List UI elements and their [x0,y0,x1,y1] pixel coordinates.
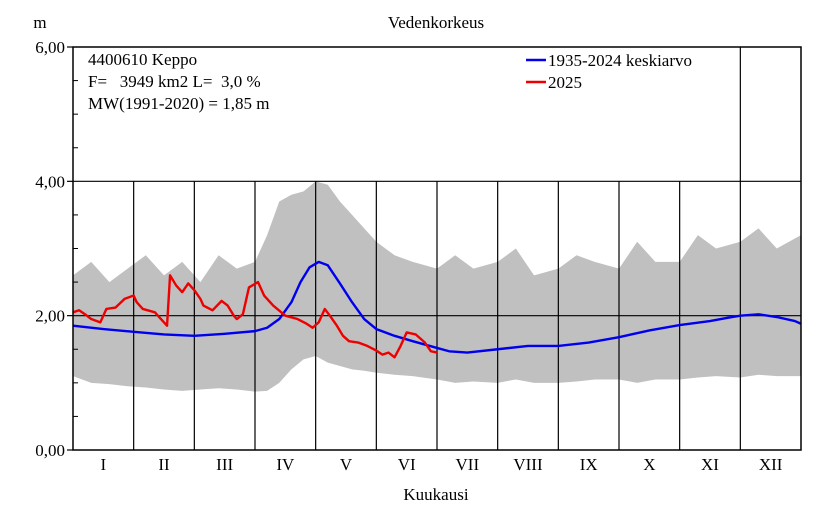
series-line-1 [72,274,438,359]
x-tick-label-5: VI [398,455,416,474]
series-line-0 [72,260,802,354]
grid [73,47,801,450]
y-unit-label: m [33,13,46,32]
y-tick-label-2: 4,00 [35,172,65,191]
y-tick-label-3: 6,00 [35,38,65,57]
x-axis-label: Kuukausi [403,485,468,504]
x-tick-label-2: III [216,455,233,474]
legend: 1935-2024 keskiarvo 2025 [526,51,692,92]
station-info-line-1: 4400610 Keppo [88,50,197,69]
station-info: 4400610 Keppo F= 3949 km2 L= 3,0 % MW(19… [88,50,269,113]
station-info-line-2: F= 3949 km2 L= 3,0 % [88,72,261,91]
x-tick-label-0: I [100,455,106,474]
x-tick-label-8: IX [580,455,598,474]
y-tick-label-0: 0,00 [35,441,65,460]
x-tick-label-3: IV [276,455,295,474]
x-tick-label-10: XI [701,455,719,474]
y-tick-label-1: 2,00 [35,307,65,326]
legend-label-2025: 2025 [548,73,582,92]
x-tick-label-4: V [340,455,353,474]
station-info-line-3: MW(1991-2020) = 1,85 m [88,94,269,113]
axes: 0,002,004,006,00I II III IV V VI VII VIII IX X XI X… [35,38,802,474]
x-tick-label-9: X [643,455,655,474]
x-tick-label-7: VIII [513,455,543,474]
legend-label-mean: 1935-2024 keskiarvo [548,51,692,70]
series-layer [72,260,802,359]
x-tick-label-1: II [158,455,170,474]
chart-title: Vedenkorkeus [388,13,484,32]
x-tick-label-11: XII [759,455,783,474]
x-tick-label-6: VII [456,455,480,474]
